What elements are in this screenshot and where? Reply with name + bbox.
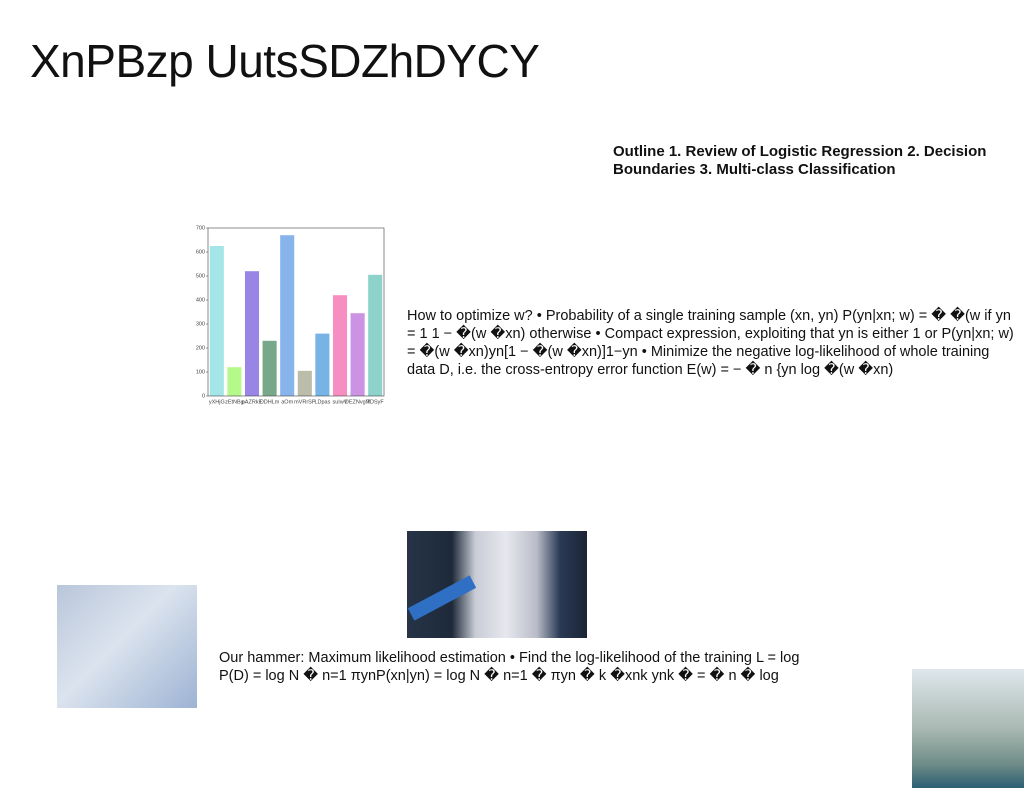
x-tick-label: TDSyF: [367, 399, 385, 405]
y-tick-label: 500: [196, 273, 205, 279]
bar: [227, 367, 242, 396]
x-tick-label: DEZNvgM: [345, 399, 371, 405]
outline: Outline 1. Review of Logistic Regression…: [613, 143, 987, 178]
bar: [297, 370, 312, 396]
bar: [350, 313, 365, 396]
x-tick-label: LDpas: [314, 399, 330, 405]
bar: [244, 271, 260, 396]
slide-title: XnPBzp UutsSDZhDYCY: [30, 35, 540, 87]
bar: [280, 235, 295, 396]
x-tick-label: suIwV: [333, 399, 348, 405]
paragraph: How to optimize w? • Probability of a si…: [407, 308, 1014, 378]
x-tick-label: yXHjG: [209, 399, 225, 405]
paragraph: Our hammer: Maximum likelihood estimatio…: [219, 650, 800, 684]
building-image: [912, 669, 1024, 788]
bar: [262, 340, 277, 396]
y-tick-label: 400: [196, 297, 205, 303]
bar: [368, 274, 383, 396]
x-tick-label: mVRrSP: [294, 399, 316, 405]
bar: [315, 333, 330, 396]
photo: [407, 531, 587, 638]
plot-frame: [207, 227, 385, 397]
y-tick-label: 200: [196, 345, 205, 351]
x-tick-label: pAZRkE: [242, 399, 263, 405]
bar: [332, 295, 348, 396]
y-tick-label: 0: [202, 393, 205, 399]
bar: [209, 246, 224, 396]
x-tick-label: aOm: [281, 399, 293, 405]
y-tick-label: 700: [196, 225, 205, 231]
y-tick-label: 300: [196, 321, 205, 327]
x-tick-label: zEtNBg: [225, 399, 244, 405]
y-tick-label: 600: [196, 249, 205, 255]
x-tick-label: DDHLm: [260, 399, 280, 405]
y-tick-label: 100: [196, 369, 205, 375]
abstract-image: [57, 585, 197, 708]
